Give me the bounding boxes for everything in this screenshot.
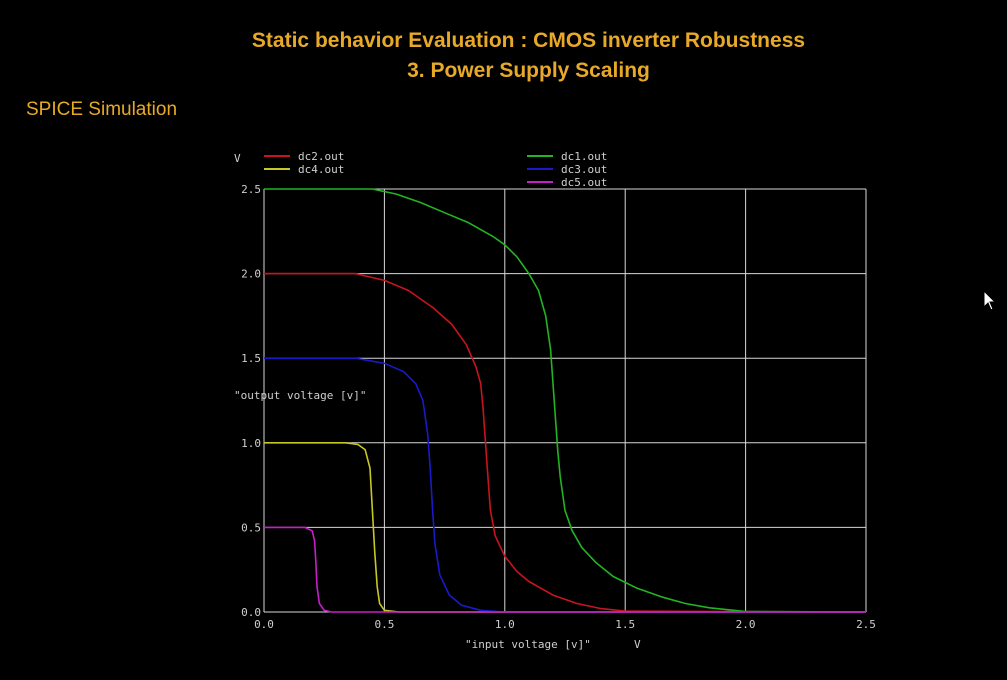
y-axis-label: "output voltage [v]" [234,389,366,402]
legend-label: dc2.out [298,150,344,163]
y-tick-label: 1.5 [241,352,261,365]
x-tick-label: 0.0 [254,618,274,631]
series-line-dc4-out [264,442,866,613]
series-line-dc1-out [264,188,867,613]
legend-label: dc5.out [561,176,607,189]
series-line-dc2-out [264,272,867,613]
x-tick-label: 2.0 [736,618,756,631]
x-tick-label: 0.5 [374,618,394,631]
x-tick-label: 2.5 [856,618,876,631]
mouse-pointer-icon [983,290,997,311]
series-line-dc3-out [264,357,866,613]
x-axis-label: "input voltage [v]" [465,638,591,651]
series-line-dc5-out [264,526,866,613]
y-tick-label: 1.0 [241,437,261,450]
y-tick-label: 0.5 [241,521,261,534]
slide-title-subheading: 3. Power Supply Scaling [407,59,650,82]
y-tick-label: 2.0 [241,268,261,281]
slide-title: Static behavior Evaluation : CMOS invert… [251,29,806,52]
legend-label: dc1.out [561,150,607,163]
chart-tick-labels: 0.0 0.5 1.0 1.5 2.0 2.5 0.0 0.5 1.0 1.5 2.0 2.5 [241,183,876,631]
chart-series [264,188,867,613]
y-tick-label: 0.0 [241,606,261,619]
x-tick-label: 1.0 [495,618,515,631]
legend-label: dc4.out [298,163,344,176]
x-axis-unit: V [634,638,641,651]
legend-label: dc3.out [561,163,607,176]
x-tick-label: 1.5 [615,618,635,631]
section-label: SPICE Simulation [26,99,178,120]
y-axis-unit: V [234,152,241,165]
y-tick-label: 2.5 [241,183,261,196]
